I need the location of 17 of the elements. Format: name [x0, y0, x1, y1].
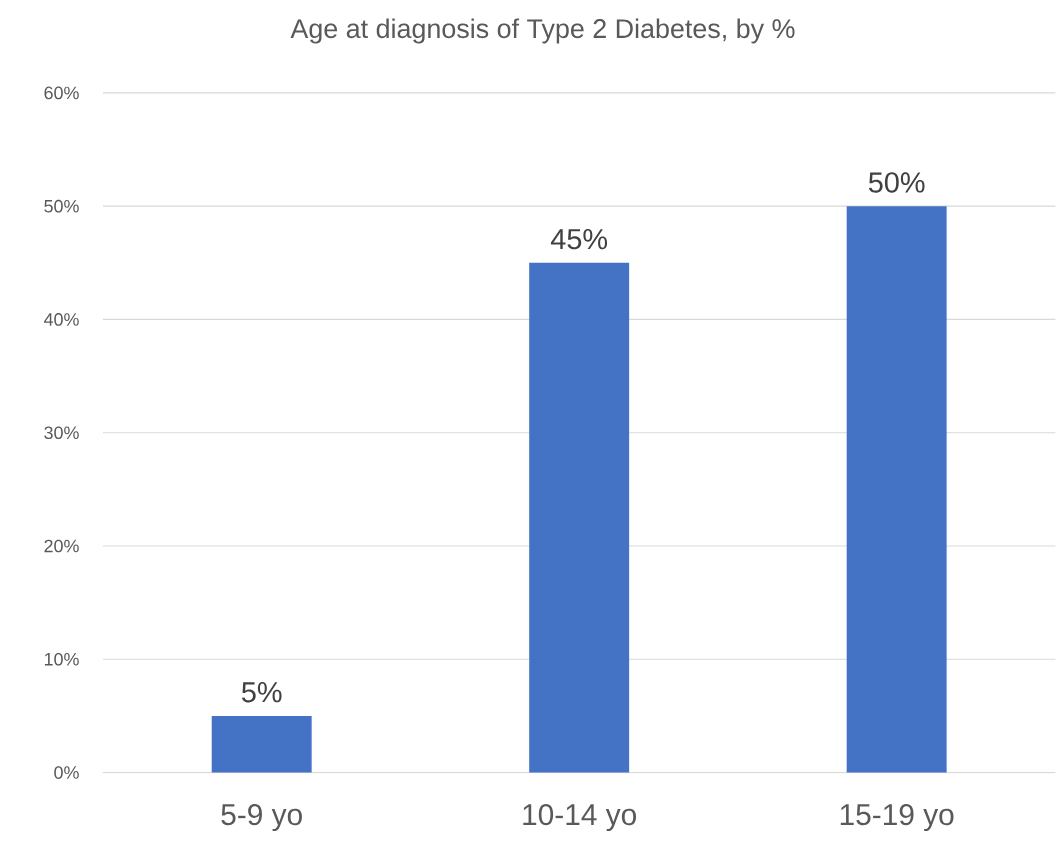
- bar: [846, 205, 947, 773]
- y-tick-label: 50%: [44, 199, 79, 213]
- chart-title: Age at diagnosis of Type 2 Diabetes, by %: [290, 18, 795, 44]
- bar: [529, 262, 630, 773]
- y-tick-label: 40%: [43, 312, 79, 326]
- y-tick-label: 0%: [54, 765, 79, 779]
- data-label: 45%: [550, 228, 608, 250]
- x-tick-label: 10-14 yo: [523, 803, 637, 831]
- bar: [211, 715, 312, 773]
- x-tick-label: 15-19 yo: [840, 803, 954, 831]
- x-tick-label: 5-9 yo: [221, 803, 302, 831]
- y-tick-label: 30%: [44, 426, 79, 439]
- y-tick-label: 20%: [44, 539, 79, 553]
- data-label: 5%: [241, 681, 282, 703]
- y-tick-label: 60%: [44, 86, 79, 100]
- y-tick-label: 10%: [44, 652, 79, 666]
- data-label: 50%: [868, 172, 925, 193]
